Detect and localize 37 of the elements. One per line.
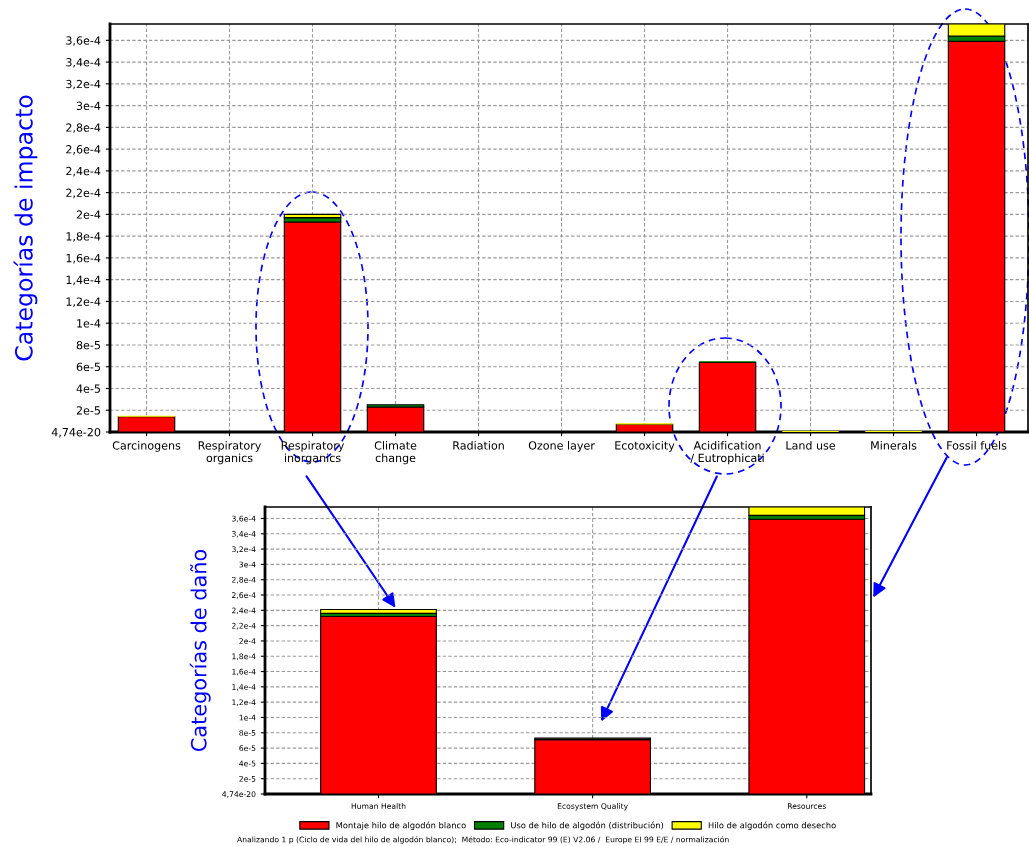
y-tick-label: 2,8e-4 — [66, 123, 101, 133]
y-tick-label: 3e-4 — [76, 101, 101, 110]
y-tick-label: 2,4e-4 — [66, 166, 101, 177]
y-tick-label: 1,2e-4 — [66, 297, 101, 307]
x-tick-label: Ozone layer — [528, 441, 595, 452]
x-tick-label: Minerals — [871, 441, 917, 450]
y-tick-label: 3,4e-4 — [66, 58, 101, 68]
bar — [320, 608, 437, 614]
y-axis-title: Categorías de impacto — [13, 95, 38, 361]
bar — [283, 213, 342, 219]
y-tick-label: 3,6e-4 — [66, 36, 101, 46]
y-tick-label: 3,2e-4 — [66, 79, 101, 90]
y-axis-title: Categorías de daño — [189, 549, 211, 752]
y-tick-label: 1,8e-4 — [66, 232, 101, 242]
y-tick-label: 1,6e-4 — [66, 253, 101, 264]
y-tick-label: 2,6e-4 — [66, 145, 101, 155]
y-tick-label: 2e-4 — [76, 210, 101, 219]
x-tick-label: Ecotoxicity — [615, 441, 675, 452]
y-tick-label: 4e-5 — [76, 384, 100, 393]
y-tick-label: 1e-4 — [77, 319, 101, 328]
x-tick-label: Respiratory organics — [198, 441, 262, 465]
legend-label: Uso de hilo de algodón (distribución) — [511, 821, 664, 830]
y-tick-label: 6e-5 — [76, 362, 100, 372]
x-tick-label: Fossil fuels — [947, 441, 1007, 450]
y-tick-label: 2,2e-4 — [66, 188, 101, 199]
legend-label: Montaje hilo de algodón blanco — [336, 821, 466, 830]
x-tick-label: Radiation — [453, 441, 504, 450]
x-tick-label: Land use — [786, 441, 836, 450]
legend-label: Hilo de algodón como desecho — [708, 821, 836, 830]
x-tick-label: Acidification / Eutrophicati — [690, 441, 764, 465]
x-tick-label: Climate change — [374, 441, 417, 465]
x-tick-label: Carcinogens — [112, 441, 181, 452]
y-tick-label: 2e-5 — [76, 406, 100, 415]
y-tick-label: 8e-5 — [76, 340, 100, 350]
y-tick-label: 1,4e-4 — [66, 275, 101, 286]
y-tick-label: 4,74e-20 — [51, 427, 101, 438]
x-tick-label: Respiratory inorganics — [281, 441, 345, 465]
